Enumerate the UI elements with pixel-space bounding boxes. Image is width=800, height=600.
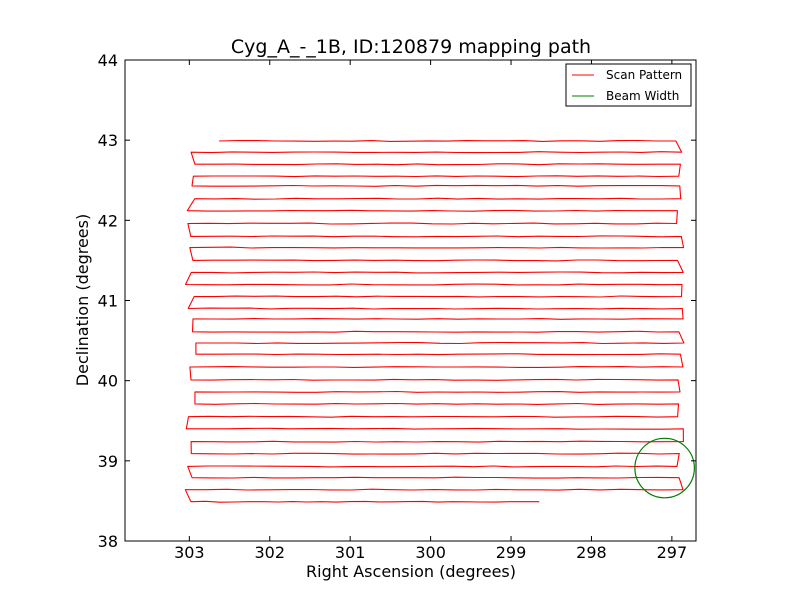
y-tick-label: 43 bbox=[98, 131, 118, 150]
y-tick-label: 40 bbox=[98, 372, 118, 391]
scan-pattern-line bbox=[184, 139, 685, 503]
x-tick-label: 303 bbox=[174, 543, 205, 562]
y-tick-label: 39 bbox=[98, 452, 118, 471]
x-tick-label: 302 bbox=[254, 543, 285, 562]
x-tick-label: 297 bbox=[657, 543, 688, 562]
axis-ticks: 303 302 301 300 299 298 297 38 39 40 41 42 43 44 bbox=[98, 51, 696, 562]
beam-width-circle bbox=[634, 437, 695, 499]
legend-label-scan-pattern: Scan Pattern bbox=[606, 68, 682, 82]
y-axis-label: Declination (degrees) bbox=[73, 214, 92, 386]
y-tick-label: 38 bbox=[98, 532, 118, 551]
plot-area bbox=[184, 139, 695, 503]
legend-label-beam-width: Beam Width bbox=[606, 89, 679, 103]
x-tick-label: 298 bbox=[576, 543, 607, 562]
x-tick-label: 299 bbox=[496, 543, 527, 562]
y-tick-label: 44 bbox=[98, 51, 118, 70]
x-axis-label: Right Ascension (degrees) bbox=[306, 562, 516, 581]
x-tick-label: 300 bbox=[415, 543, 446, 562]
y-tick-label: 42 bbox=[98, 211, 118, 230]
legend-frame bbox=[565, 63, 692, 107]
x-tick-label: 301 bbox=[335, 543, 366, 562]
y-tick-label: 41 bbox=[98, 292, 118, 311]
chart-title: Cyg_A_-_1B, ID:120879 mapping path bbox=[231, 36, 591, 58]
legend: Scan Pattern Beam Width bbox=[565, 63, 692, 107]
